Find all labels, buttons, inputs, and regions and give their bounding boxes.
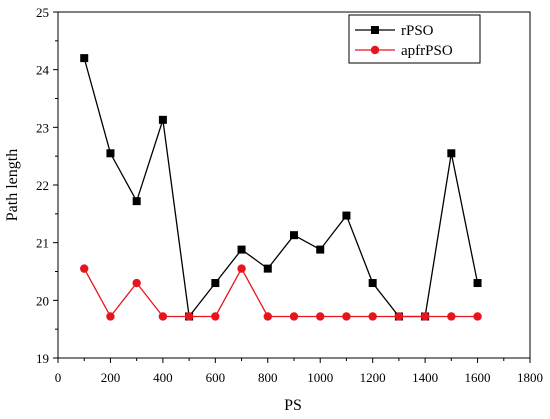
x-tick-label: 1000 <box>307 370 333 385</box>
data-point-rpso <box>132 197 141 206</box>
data-point-apfrpso <box>263 312 272 321</box>
y-tick-label: 20 <box>36 293 49 308</box>
y-axis-label: Path length <box>4 149 21 221</box>
series-line-apfrpso <box>83 267 478 318</box>
y-tick-label: 24 <box>36 63 50 78</box>
data-point-rpso <box>80 54 89 63</box>
legend-label-apfrpso: apfrPSO <box>401 43 453 59</box>
data-point-apfrpso <box>447 312 456 321</box>
data-point-rpso <box>342 211 351 220</box>
data-point-rpso <box>263 264 272 273</box>
data-point-rpso <box>368 279 377 288</box>
data-point-rpso <box>447 149 456 158</box>
series-layer <box>80 54 482 321</box>
x-tick-label: 600 <box>206 370 226 385</box>
legend-marker-rpso <box>371 26 379 34</box>
data-point-rpso <box>211 279 220 288</box>
data-point-rpso <box>158 115 167 124</box>
series-line-rpso <box>83 57 479 319</box>
data-point-rpso <box>237 245 246 254</box>
x-tick-label: 1200 <box>360 370 386 385</box>
x-tick-label: 1600 <box>465 370 491 385</box>
x-axis-label: PS <box>284 397 302 414</box>
data-point-apfrpso <box>420 312 430 321</box>
y-tick-label: 25 <box>36 5 49 20</box>
plot-frame <box>57 11 531 359</box>
data-point-apfrpso <box>473 312 482 321</box>
data-point-apfrpso <box>289 312 299 321</box>
data-point-apfrpso <box>184 312 194 321</box>
data-point-apfrpso <box>342 312 351 321</box>
x-tick-label: 200 <box>101 370 121 385</box>
legend: rPSO apfrPSO <box>348 14 481 64</box>
x-tick-label: 0 <box>55 370 62 385</box>
y-tick-label: 22 <box>36 178 49 193</box>
data-point-apfrpso <box>80 264 89 273</box>
legend-label-rpso: rPSO <box>401 23 434 39</box>
x-tick-label: 400 <box>153 370 173 385</box>
data-point-apfrpso <box>394 312 404 321</box>
data-point-apfrpso <box>316 312 325 321</box>
data-point-apfrpso <box>211 312 220 321</box>
legend-box <box>348 14 481 64</box>
data-point-apfrpso <box>368 312 377 321</box>
data-point-apfrpso <box>132 278 141 288</box>
legend-marker-apfrpso <box>370 45 380 55</box>
y-tick-label: 19 <box>36 351 49 366</box>
data-point-rpso <box>290 231 298 240</box>
data-point-rpso <box>106 149 115 158</box>
x-tick-label: 1400 <box>412 370 438 385</box>
y-tick-label: 21 <box>36 236 49 251</box>
data-point-rpso <box>473 279 482 288</box>
x-tick-label: 1800 <box>517 370 543 385</box>
y-tick-label: 23 <box>36 120 49 135</box>
data-point-apfrpso <box>237 264 246 273</box>
plot-area: 0 200 400 600 800 1000 1200 1400 1600 1800 19 20 21… <box>36 5 543 385</box>
x-axis: 0 200 400 600 800 1000 1200 1400 1600 1800 <box>55 358 543 385</box>
data-point-apfrpso <box>106 312 115 321</box>
data-point-apfrpso <box>158 312 168 321</box>
y-axis: 19 20 21 22 23 24 25 <box>36 5 58 366</box>
x-tick-label: 800 <box>258 370 278 385</box>
data-point-rpso <box>316 245 325 254</box>
